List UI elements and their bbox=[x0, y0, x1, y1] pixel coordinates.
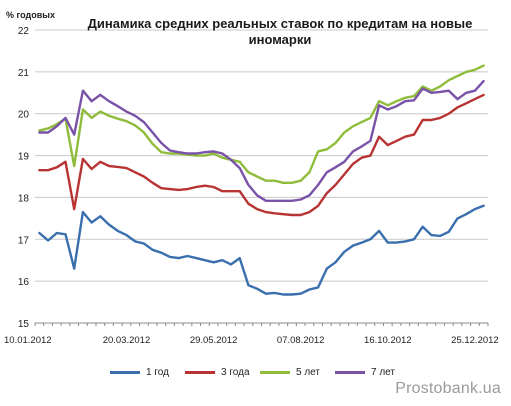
y-axis-ticks: 15 16 17 18 19 20 21 22 bbox=[18, 26, 30, 330]
series-line-3 bbox=[38, 64, 485, 185]
legend-label: 5 лет bbox=[296, 366, 320, 378]
grid-lines bbox=[35, 29, 488, 324]
y-tick-label: 20 bbox=[18, 110, 30, 121]
y-tick-label: 22 bbox=[18, 26, 30, 37]
chart-title: Динамика средних реальных ставок по кред… bbox=[80, 16, 480, 48]
series-lines bbox=[38, 64, 485, 296]
series-line-2 bbox=[38, 93, 485, 217]
y-tick-label: 16 bbox=[18, 277, 30, 288]
legend-label: 1 год bbox=[146, 366, 169, 378]
legend-item-5-years: 5 лет bbox=[260, 364, 320, 380]
chart-title-line-1: Динамика средних реальных ставок по кред… bbox=[87, 16, 473, 31]
x-tick-label: 20.03.2012 bbox=[103, 335, 151, 346]
series-line-1 bbox=[38, 204, 485, 296]
x-tick-label: 29.05.2012 bbox=[190, 335, 238, 346]
legend-swatch bbox=[335, 370, 365, 374]
legend-swatch bbox=[110, 370, 140, 374]
x-tick-label: 16.10.2012 bbox=[364, 335, 412, 346]
legend-item-3-years: 3 года bbox=[185, 364, 250, 380]
x-axis-ticks: 10.01.2012 20.03.2012 29.05.2012 07.08.2012… bbox=[4, 323, 499, 346]
legend-swatch bbox=[185, 370, 215, 374]
legend-swatch bbox=[260, 370, 290, 374]
chart-title-line-2: иномарки bbox=[248, 32, 312, 47]
legend-item-1-year: 1 год bbox=[110, 364, 169, 380]
series-line-4 bbox=[38, 79, 485, 203]
y-axis-label: % годовых bbox=[6, 10, 55, 20]
x-tick-label: 10.01.2012 bbox=[4, 335, 52, 346]
legend-label: 7 лет bbox=[371, 366, 395, 378]
y-tick-label: 18 bbox=[18, 193, 30, 204]
legend-label: 3 года bbox=[221, 366, 250, 378]
legend: 1 год 3 года 5 лет 7 лет bbox=[110, 364, 410, 380]
y-tick-label: 21 bbox=[18, 68, 30, 79]
y-tick-label: 15 bbox=[18, 319, 30, 330]
x-tick-label: 07.08.2012 bbox=[277, 335, 325, 346]
watermark-logo: Prostobank.ua bbox=[395, 380, 501, 397]
legend-item-7-years: 7 лет bbox=[335, 364, 395, 380]
y-tick-label: 19 bbox=[18, 152, 30, 163]
x-tick-label: 25.12.2012 bbox=[451, 335, 499, 346]
y-tick-label: 17 bbox=[18, 235, 30, 246]
